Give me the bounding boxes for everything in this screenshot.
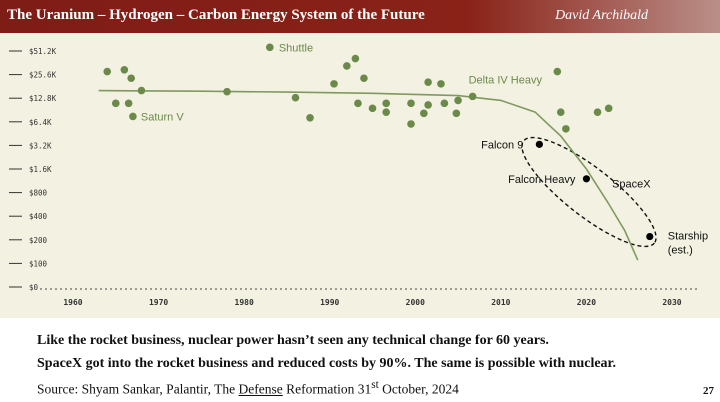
y-tick-label: $200 [29, 236, 48, 245]
y-tick-label: $3.2K [29, 141, 52, 150]
data-point [127, 74, 135, 83]
data-point [424, 78, 432, 86]
data-point [553, 67, 562, 76]
data-point [382, 108, 390, 116]
caption-line-1: Like the rocket business, nuclear power … [37, 333, 549, 348]
y-tick-label: $800 [29, 189, 48, 198]
spacex-data-point [646, 232, 654, 241]
x-tick-label: 1980 [235, 298, 254, 307]
y-tick-label: $25.6K [29, 71, 57, 80]
source-suffix: October, 2024 [378, 381, 459, 397]
data-point [360, 74, 368, 83]
source-middle: Reformation 31 [282, 381, 372, 397]
source-prefix: Source: Shyam Sankar, Palantir, The [37, 381, 239, 397]
annotation-spacex: SpaceX [612, 178, 651, 190]
data-point [124, 99, 133, 108]
data-point [354, 99, 362, 108]
data-point [424, 101, 432, 109]
source-superscript: st [371, 379, 379, 391]
source-underlined-word: Defense [238, 381, 283, 397]
title-banner: The Uranium – Hydrogen – Carbon Energy S… [0, 0, 720, 33]
data-point [437, 80, 445, 88]
annotation-saturn-v: Saturn V [141, 111, 184, 123]
x-tick-label: 1990 [320, 298, 339, 307]
y-tick-label: $100 [29, 259, 48, 268]
x-tick-label: 2010 [491, 298, 510, 307]
y-tick-label: $0 [29, 283, 39, 292]
caption-line-2: SpaceX got into the rocket business and … [37, 356, 616, 371]
chart-panel: $51.2K $25.6K $12.8K $6.4K $3.2K $1.6K $800 $40… [0, 33, 720, 318]
data-point [368, 104, 377, 113]
y-tick-label: $1.6K [29, 165, 52, 174]
data-point [343, 62, 351, 70]
data-point [223, 87, 231, 96]
data-point [351, 54, 360, 63]
data-point [468, 92, 477, 101]
x-tick-label: 1970 [149, 298, 168, 307]
data-point [604, 104, 613, 113]
data-point [137, 86, 146, 95]
annotation-starship: Starship [668, 231, 708, 243]
data-point [330, 80, 338, 88]
trend-line [98, 89, 639, 261]
data-point [129, 112, 137, 121]
data-point [306, 113, 314, 122]
y-tick-label: $400 [29, 212, 48, 221]
data-point [562, 125, 570, 133]
spacex-data-point [582, 175, 591, 183]
x-tick-label: 2020 [577, 298, 596, 307]
data-point [291, 93, 300, 102]
page-number: 27 [703, 385, 714, 397]
y-tick-label: $6.4K [29, 118, 52, 127]
data-point [454, 96, 462, 105]
y-tick-label: $51.2K [29, 47, 57, 56]
annotation-est: (est.) [668, 245, 693, 257]
caption-area: Like the rocket business, nuclear power … [0, 318, 720, 402]
data-point [407, 99, 415, 108]
data-point [420, 109, 428, 118]
data-point [382, 99, 390, 108]
x-tick-label: 1960 [63, 298, 82, 307]
source-citation: Source: Shyam Sankar, Palantir, The Defe… [37, 379, 459, 398]
data-point [407, 120, 415, 128]
annotation-delta-iv-heavy: Delta IV Heavy [469, 74, 543, 86]
x-tick-label: 2000 [406, 298, 425, 307]
data-point [556, 108, 565, 116]
launch-cost-chart: $51.2K $25.6K $12.8K $6.4K $3.2K $1.6K $800 $40… [9, 42, 708, 307]
data-point [266, 43, 274, 52]
spacex-ellipse [521, 136, 657, 248]
x-tick-label: 2030 [662, 298, 681, 307]
data-point [120, 65, 129, 74]
slide-title: The Uranium – Hydrogen – Carbon Energy S… [7, 7, 425, 23]
spacex-data-point [535, 140, 543, 148]
author-name: David Archibald [555, 8, 648, 23]
y-tick-label: $12.8K [29, 94, 57, 103]
data-point [440, 99, 449, 108]
annotation-shuttle: Shuttle [279, 42, 313, 54]
data-point [111, 99, 120, 108]
data-point [593, 108, 602, 116]
annotation-falcon-9: Falcon 9 [481, 139, 523, 151]
annotation-falcon-heavy: Falcon Heavy [508, 174, 576, 186]
data-point [452, 109, 461, 118]
data-point [103, 67, 112, 76]
